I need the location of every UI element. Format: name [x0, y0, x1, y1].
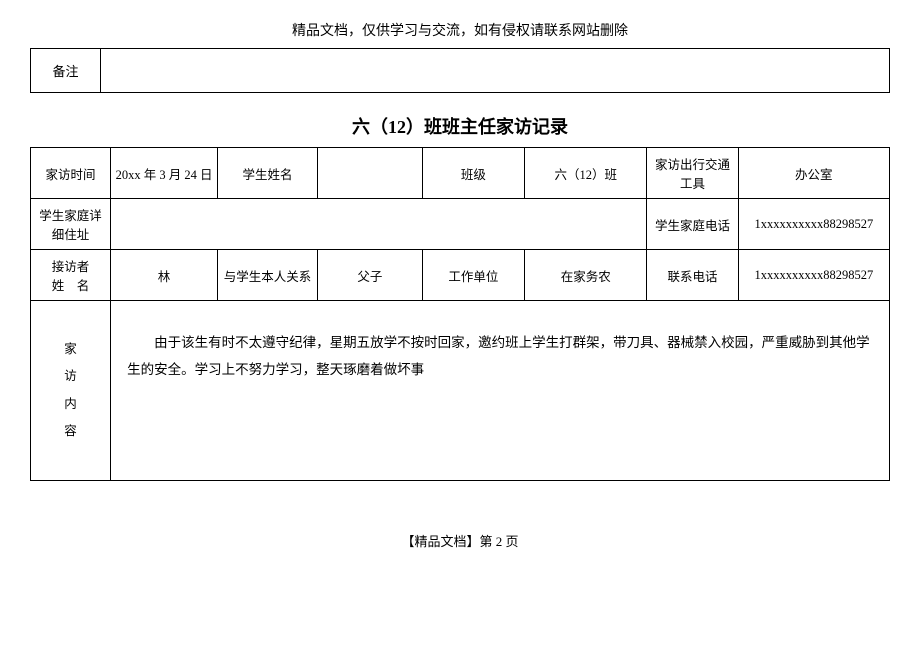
class-value: 六（12）班 [525, 148, 647, 199]
interviewee-value: 林 [111, 250, 218, 301]
visit-content-label: 家 访 内 容 [31, 301, 111, 481]
table-row: 家 访 内 容 由于该生有时不太遵守纪律，星期五放学不按时回家，邀约班上学生打群… [31, 301, 890, 481]
remark-value [101, 49, 890, 93]
header-note: 精品文档，仅供学习与交流，如有侵权请联系网站删除 [30, 20, 890, 40]
contact-value: 1xxxxxxxxxx88298527 [738, 250, 889, 301]
address-label: 学生家庭详细住址 [31, 199, 111, 250]
table-row: 接访者 姓 名 林 与学生本人关系 父子 工作单位 在家务农 联系电话 1xxx… [31, 250, 890, 301]
footer-note: 【精品文档】第 2 页 [30, 531, 890, 550]
transport-label: 家访出行交通工具 [647, 148, 738, 199]
class-label: 班级 [422, 148, 524, 199]
visit-time-label: 家访时间 [31, 148, 111, 199]
student-name [318, 148, 423, 199]
student-name-label: 学生姓名 [217, 148, 317, 199]
visit-content-text: 由于该生有时不太遵守纪律，星期五放学不按时回家，邀约班上学生打群架，带刀具、器械… [111, 301, 890, 481]
interviewee-label: 接访者 姓 名 [31, 250, 111, 301]
relation-label: 与学生本人关系 [217, 250, 317, 301]
family-phone-value: 1xxxxxxxxxx88298527 [738, 199, 889, 250]
relation-value: 父子 [318, 250, 423, 301]
remark-label: 备注 [31, 49, 101, 93]
contact-label: 联系电话 [647, 250, 738, 301]
visit-record-table: 家访时间 20xx 年 3 月 24 日 学生姓名 班级 六（12）班 家访出行… [30, 147, 890, 481]
remark-table: 备注 [30, 48, 890, 93]
table-row: 学生家庭详细住址 学生家庭电话 1xxxxxxxxxx88298527 [31, 199, 890, 250]
workplace-label: 工作单位 [422, 250, 524, 301]
family-phone-label: 学生家庭电话 [647, 199, 738, 250]
address-value [111, 199, 647, 250]
transport-value: 办公室 [738, 148, 889, 199]
visit-time: 20xx 年 3 月 24 日 [111, 148, 218, 199]
workplace-value: 在家务农 [525, 250, 647, 301]
page-title: 六（12）班班主任家访记录 [30, 113, 890, 139]
table-row: 家访时间 20xx 年 3 月 24 日 学生姓名 班级 六（12）班 家访出行… [31, 148, 890, 199]
